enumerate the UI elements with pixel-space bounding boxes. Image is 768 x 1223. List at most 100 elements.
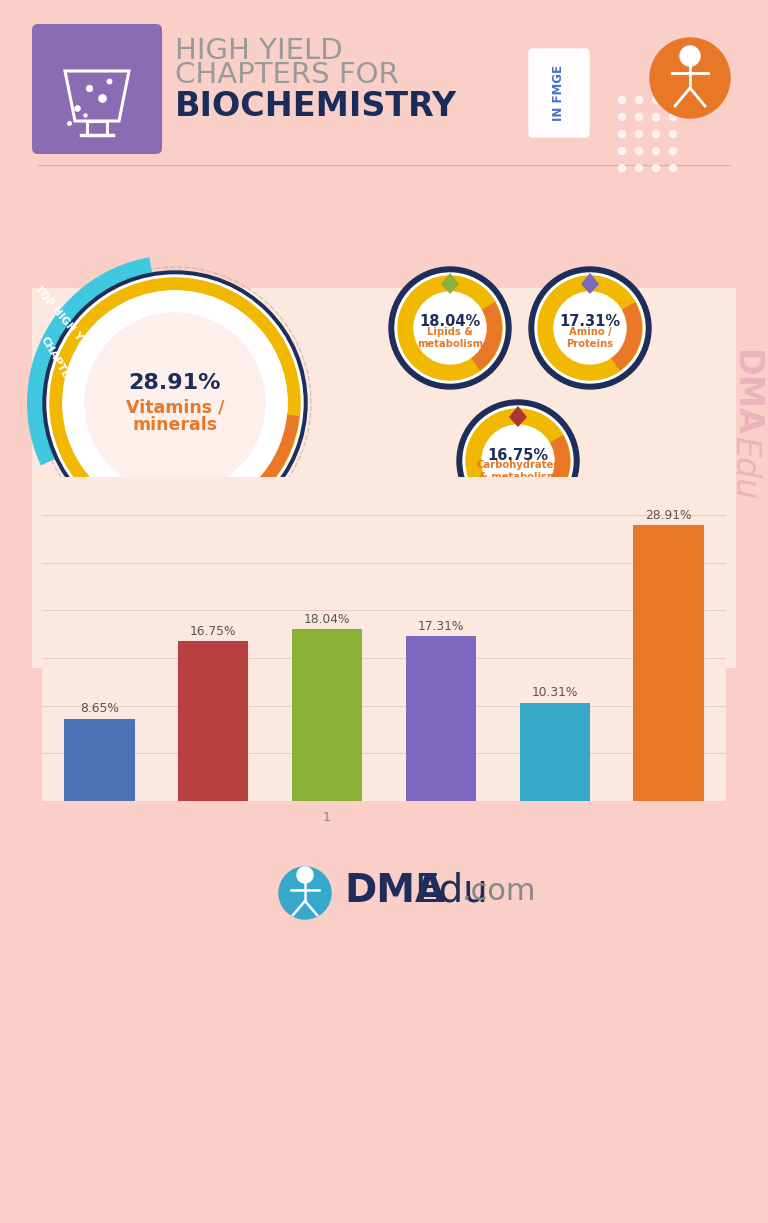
Text: CHAPTERS FOR: CHAPTERS FOR <box>175 61 399 89</box>
FancyBboxPatch shape <box>32 24 162 154</box>
Circle shape <box>618 97 625 104</box>
Text: IN FMGE: IN FMGE <box>552 65 565 121</box>
Circle shape <box>618 114 625 121</box>
Circle shape <box>653 114 660 121</box>
Circle shape <box>398 276 502 380</box>
Text: Amino /
Proteins: Amino / Proteins <box>567 327 614 350</box>
Circle shape <box>618 165 625 171</box>
Wedge shape <box>590 302 642 371</box>
Wedge shape <box>27 257 158 466</box>
Text: 16.75%: 16.75% <box>190 625 237 638</box>
Text: 16.75%: 16.75% <box>488 448 548 462</box>
Text: Nucleotide & metabolism: Nucleotide & metabolism <box>90 757 245 770</box>
Polygon shape <box>441 273 459 294</box>
Wedge shape <box>132 404 300 528</box>
Text: Carbohydrates
& metabolism: Carbohydrates & metabolism <box>476 460 560 482</box>
Circle shape <box>482 426 554 497</box>
Circle shape <box>538 276 642 380</box>
FancyBboxPatch shape <box>32 287 736 668</box>
FancyBboxPatch shape <box>52 702 65 715</box>
Text: TOP HIGH YIELD: TOP HIGH YIELD <box>33 284 101 362</box>
Text: HIGH YIELD: HIGH YIELD <box>175 37 343 65</box>
Circle shape <box>389 267 511 389</box>
Circle shape <box>47 275 303 531</box>
Circle shape <box>466 408 570 512</box>
Text: 8.65%: 8.65% <box>80 702 118 715</box>
Circle shape <box>680 46 700 66</box>
Text: 2.: 2. <box>410 702 422 714</box>
Circle shape <box>63 291 287 515</box>
Text: CHAPTER: CHAPTER <box>39 335 75 386</box>
Circle shape <box>670 165 677 171</box>
Text: DMA: DMA <box>729 350 762 437</box>
Text: 10.31%: 10.31% <box>531 686 578 700</box>
Circle shape <box>395 273 505 383</box>
Text: 28.91%: 28.91% <box>129 373 221 393</box>
Circle shape <box>650 38 730 117</box>
Circle shape <box>85 313 265 493</box>
Circle shape <box>653 131 660 137</box>
Wedge shape <box>450 302 502 371</box>
Circle shape <box>554 292 626 364</box>
Text: Carbohydrates  & metabolism: Carbohydrates & metabolism <box>430 702 614 714</box>
Circle shape <box>43 272 307 534</box>
Circle shape <box>297 867 313 883</box>
Circle shape <box>279 867 331 918</box>
Text: DMA: DMA <box>344 872 445 910</box>
Circle shape <box>670 148 677 154</box>
FancyBboxPatch shape <box>392 730 405 744</box>
FancyBboxPatch shape <box>392 758 405 770</box>
Text: BIOCHEMISTRY: BIOCHEMISTRY <box>175 91 457 124</box>
Bar <box>292 629 362 801</box>
Circle shape <box>63 291 287 515</box>
Circle shape <box>529 267 651 389</box>
FancyBboxPatch shape <box>52 730 65 744</box>
Circle shape <box>653 165 660 171</box>
FancyBboxPatch shape <box>529 49 589 137</box>
Text: 5.: 5. <box>70 757 81 770</box>
Circle shape <box>653 97 660 104</box>
Circle shape <box>618 148 625 154</box>
Text: Lipids & metabolism: Lipids & metabolism <box>90 729 215 742</box>
Text: 18.04%: 18.04% <box>419 314 481 329</box>
Polygon shape <box>143 538 223 593</box>
Bar <box>178 641 248 801</box>
Text: Edu: Edu <box>729 437 762 500</box>
Text: 17.31%: 17.31% <box>418 620 464 632</box>
Bar <box>520 703 590 801</box>
Circle shape <box>653 148 660 154</box>
Circle shape <box>635 97 643 104</box>
Circle shape <box>670 114 677 121</box>
Text: 28.91%: 28.91% <box>646 509 692 522</box>
Text: Lipids &
metabolism: Lipids & metabolism <box>417 327 483 350</box>
Circle shape <box>618 131 625 137</box>
Text: 3.: 3. <box>70 729 81 742</box>
FancyBboxPatch shape <box>18 18 750 1205</box>
Circle shape <box>670 97 677 104</box>
Text: 6.: 6. <box>410 757 422 770</box>
Bar <box>634 526 704 801</box>
Circle shape <box>635 165 643 171</box>
Text: 18.04%: 18.04% <box>304 613 350 626</box>
Text: Edu: Edu <box>414 872 488 910</box>
Circle shape <box>635 131 643 137</box>
Circle shape <box>85 313 265 493</box>
Circle shape <box>457 400 579 522</box>
Text: 17.31%: 17.31% <box>559 314 621 329</box>
Bar <box>64 719 134 801</box>
Text: 4.: 4. <box>410 729 422 742</box>
FancyBboxPatch shape <box>392 702 405 715</box>
Text: 1.: 1. <box>70 702 81 714</box>
Text: Amino Acids/ Proteins & metabolism: Amino Acids/ Proteins & metabolism <box>430 729 653 742</box>
Bar <box>406 636 476 801</box>
Circle shape <box>670 131 677 137</box>
Text: .com: .com <box>462 877 537 905</box>
Polygon shape <box>581 273 599 294</box>
Polygon shape <box>509 406 527 427</box>
Circle shape <box>635 114 643 121</box>
Text: minerals: minerals <box>132 416 217 434</box>
Text: Vitamins/ minerals & miscellaneous: Vitamins/ minerals & miscellaneous <box>430 757 649 770</box>
Text: Enzymes & cofactors: Enzymes & cofactors <box>90 702 219 714</box>
Wedge shape <box>518 435 570 504</box>
Circle shape <box>50 278 300 528</box>
